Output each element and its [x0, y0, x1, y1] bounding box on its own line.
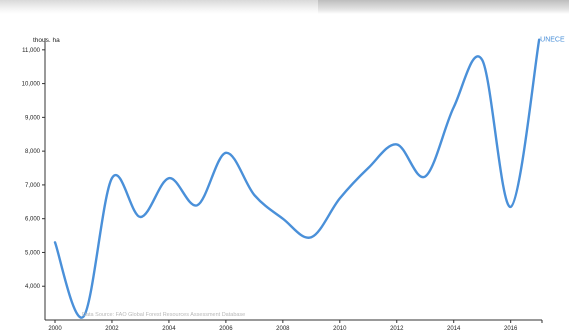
y-unit-label: thous. ha: [33, 37, 60, 44]
x-tick-label: 2002: [105, 326, 119, 332]
series-group: UNECE: [53, 37, 565, 319]
y-tick-label: 10,000: [22, 82, 41, 88]
y-tick-label: 7,000: [25, 183, 41, 189]
x-tick-label: 2010: [333, 326, 347, 332]
x-tick-label: 2006: [219, 326, 233, 332]
y-tick-label: 4,000: [25, 284, 41, 290]
x-tick-label: 2012: [390, 326, 404, 332]
x-tick-label: 2014: [447, 326, 461, 332]
y-tick-label: 9,000: [25, 115, 41, 121]
y-tick-label: 8,000: [25, 149, 41, 155]
y-axis-ticks: 4,000 5,000 6,000 7,000 8,000 9,000 10,000 11,0…: [22, 48, 45, 290]
header-shadow-right: [318, 0, 569, 14]
x-tick-label: 2008: [276, 326, 290, 332]
x-tick-label: 2004: [162, 326, 176, 332]
series-label-unece: UNECE: [540, 37, 565, 44]
series-line-unece[interactable]: [53, 38, 541, 319]
x-axis-ticks: 2000 2002 2004 2006 2008 2010 2012 2014 2016: [48, 320, 543, 332]
data-source-note: Data Source: FAO Global Forest Resources…: [82, 312, 245, 318]
x-tick-label: 2016: [504, 326, 518, 332]
x-tick-label: 2000: [48, 326, 62, 332]
y-tick-label: 5,000: [25, 250, 41, 256]
y-tick-label: 6,000: [25, 217, 41, 223]
y-tick-label: 11,000: [22, 48, 41, 54]
